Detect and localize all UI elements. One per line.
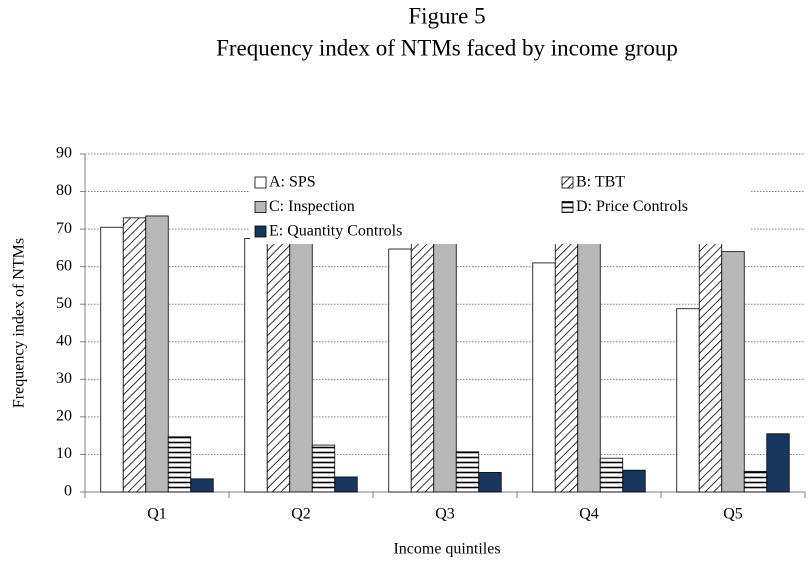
legend-swatch bbox=[254, 201, 267, 213]
bar bbox=[721, 251, 745, 493]
bar bbox=[410, 201, 435, 493]
bar bbox=[599, 457, 624, 493]
y-tick-label: 80 bbox=[56, 182, 72, 199]
bar bbox=[289, 224, 313, 493]
y-tick-label: 40 bbox=[56, 332, 72, 349]
y-tick-label: 20 bbox=[56, 408, 72, 425]
bar bbox=[532, 262, 556, 493]
y-axis-label: Frequency index of NTMs bbox=[11, 238, 28, 408]
y-tick-label: 30 bbox=[56, 370, 72, 387]
y-tick-label: 0 bbox=[64, 483, 72, 500]
y-tick-label: 60 bbox=[56, 257, 72, 274]
legend-swatch bbox=[254, 176, 267, 189]
x-tick-label: Q5 bbox=[723, 506, 743, 523]
bar bbox=[244, 238, 268, 493]
bar bbox=[100, 226, 124, 493]
legend-box bbox=[250, 170, 750, 244]
bar bbox=[388, 248, 412, 493]
bar bbox=[743, 470, 768, 493]
legend-label: D: Price Controls bbox=[576, 198, 688, 215]
chart-subtitle: Frequency index of NTMs faced by income … bbox=[216, 35, 678, 60]
legend-label: B: TBT bbox=[576, 174, 625, 191]
x-axis-label: Income quintiles bbox=[393, 541, 500, 558]
x-tick-label: Q4 bbox=[579, 506, 599, 523]
legend-label: A: SPS bbox=[269, 174, 316, 191]
chart-title: Figure 5 bbox=[408, 3, 485, 28]
bar bbox=[311, 444, 336, 493]
bar bbox=[766, 433, 790, 493]
bar bbox=[622, 469, 646, 493]
legend-swatch bbox=[561, 176, 574, 189]
y-tick-label: 50 bbox=[56, 295, 72, 312]
bar bbox=[478, 472, 502, 493]
y-tick-label: 70 bbox=[56, 220, 72, 237]
x-tick-label: Q3 bbox=[435, 506, 455, 523]
x-tick-label: Q1 bbox=[147, 506, 167, 523]
bar bbox=[167, 436, 192, 493]
y-tick-label: 90 bbox=[56, 145, 72, 162]
bar bbox=[266, 209, 291, 493]
legend-swatch bbox=[561, 201, 574, 213]
bar bbox=[433, 231, 457, 493]
bar bbox=[455, 451, 480, 493]
y-tick-label: 10 bbox=[56, 445, 72, 462]
bar bbox=[145, 215, 169, 493]
legend-label: E: Quantity Controls bbox=[269, 223, 402, 240]
bar bbox=[122, 217, 147, 493]
bar bbox=[334, 476, 358, 493]
legend-swatch bbox=[254, 225, 267, 238]
bar bbox=[190, 478, 214, 493]
x-tick-label: Q2 bbox=[291, 506, 311, 523]
bar bbox=[577, 241, 601, 493]
legend-label: C: Inspection bbox=[269, 198, 355, 215]
bar bbox=[676, 308, 700, 493]
